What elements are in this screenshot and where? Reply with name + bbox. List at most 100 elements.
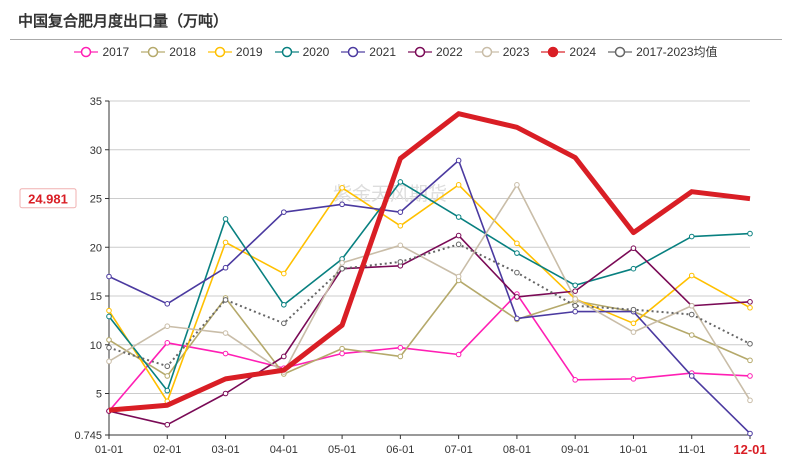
legend-label: 2019 bbox=[235, 44, 263, 59]
data-point-2022 bbox=[572, 288, 578, 294]
legend-item-2019[interactable]: 2019 bbox=[207, 43, 263, 60]
legend-item-2017-2023均值[interactable]: 2017-2023均值 bbox=[608, 43, 718, 60]
data-point-2020 bbox=[397, 179, 404, 185]
data-point-2021 bbox=[106, 273, 112, 280]
data-point-2017-2023均值 bbox=[397, 259, 404, 265]
data-point-2017-2023均值 bbox=[339, 265, 345, 272]
data-point-2018 bbox=[164, 373, 171, 379]
y-tick-label: 10 bbox=[90, 340, 102, 352]
title-divider bbox=[10, 39, 782, 40]
data-point-2018 bbox=[339, 345, 345, 352]
legend-label: 2017 bbox=[102, 44, 130, 59]
chart-title: 中国复合肥月度出口量（万吨） bbox=[18, 12, 229, 30]
x-tick-label: 08-01 bbox=[503, 444, 531, 456]
x-tick-label: 09-01 bbox=[561, 444, 589, 456]
x-highlight-label: 12-01 bbox=[733, 442, 766, 457]
data-point-2018 bbox=[747, 357, 753, 364]
data-point-2017 bbox=[222, 350, 229, 357]
data-point-2021 bbox=[164, 301, 171, 307]
data-point-2023 bbox=[339, 260, 345, 266]
legend-item-2024[interactable]: 2024 bbox=[541, 43, 596, 60]
series-line-2022 bbox=[108, 234, 751, 426]
data-point-2023 bbox=[514, 182, 520, 188]
data-point-2023 bbox=[164, 323, 171, 330]
x-tick-label: 04-01 bbox=[270, 444, 298, 456]
x-tick-label: 06-01 bbox=[386, 444, 414, 456]
data-point-2022 bbox=[164, 421, 171, 428]
legend-marker-icon bbox=[608, 46, 633, 57]
data-point-2021 bbox=[281, 209, 287, 215]
data-point-2022 bbox=[281, 353, 287, 360]
x-tick-label: 02-01 bbox=[153, 444, 181, 456]
data-point-2023 bbox=[747, 397, 753, 404]
y-tick-label: 35 bbox=[90, 96, 102, 108]
data-point-2018 bbox=[688, 332, 695, 338]
data-point-2017 bbox=[747, 373, 753, 379]
data-point-2019 bbox=[339, 184, 345, 191]
data-point-2017-2023均值 bbox=[514, 269, 520, 276]
data-point-2021 bbox=[514, 315, 520, 322]
x-tick-label: 03-01 bbox=[211, 444, 239, 456]
x-tick-label: 07-01 bbox=[445, 444, 473, 456]
series-line-2017 bbox=[108, 293, 751, 412]
data-point-2023 bbox=[688, 302, 695, 309]
legend-label: 2021 bbox=[369, 44, 396, 59]
data-point-2021 bbox=[688, 373, 695, 379]
data-point-2021 bbox=[572, 308, 578, 315]
legend-marker-icon bbox=[141, 46, 166, 57]
legend-marker-icon bbox=[274, 46, 299, 57]
data-point-2017 bbox=[572, 377, 578, 383]
data-point-2017-2023均值 bbox=[688, 311, 695, 318]
data-point-2020 bbox=[455, 214, 462, 220]
data-point-2018 bbox=[397, 353, 404, 360]
data-point-2017 bbox=[397, 344, 404, 351]
series-line-2024 bbox=[108, 111, 751, 413]
data-point-2023 bbox=[222, 330, 229, 336]
data-point-2020 bbox=[281, 301, 287, 308]
legend-label: 2017-2023均值 bbox=[636, 45, 718, 59]
x-tick-label: 11-01 bbox=[678, 444, 705, 456]
value-highlight-label: 24.981 bbox=[28, 192, 68, 207]
x-tick-label: 01-01 bbox=[95, 444, 123, 456]
legend-item-2018[interactable]: 2018 bbox=[141, 43, 196, 60]
data-point-2019 bbox=[688, 272, 695, 279]
data-point-2023 bbox=[630, 329, 637, 335]
data-point-2020 bbox=[688, 233, 695, 240]
series-line-2017-2023均值 bbox=[108, 243, 751, 368]
data-point-2017-2023均值 bbox=[106, 344, 112, 351]
legend-marker-icon bbox=[341, 46, 366, 57]
legend-item-2022[interactable]: 2022 bbox=[408, 43, 463, 60]
data-point-2021 bbox=[222, 264, 229, 271]
data-point-2020 bbox=[572, 282, 578, 289]
data-point-2023 bbox=[455, 273, 462, 280]
data-point-2020 bbox=[164, 387, 171, 394]
legend-marker-icon bbox=[541, 46, 566, 57]
legend-marker-icon bbox=[408, 46, 432, 57]
data-point-2022 bbox=[455, 232, 462, 239]
data-point-2017 bbox=[455, 351, 462, 358]
y-tick-label: 15 bbox=[90, 291, 102, 303]
data-point-2019 bbox=[397, 223, 404, 229]
data-point-2017 bbox=[164, 340, 171, 346]
series-line-2023 bbox=[108, 184, 751, 401]
legend-item-2017[interactable]: 2017 bbox=[74, 43, 129, 60]
data-point-2017-2023均值 bbox=[222, 297, 229, 303]
legend-label: 2023 bbox=[502, 44, 530, 59]
data-point-2022 bbox=[514, 294, 520, 300]
series-line-2019 bbox=[108, 184, 751, 403]
data-point-2023 bbox=[397, 242, 404, 249]
legend-label: 2022 bbox=[436, 44, 463, 59]
legend-item-2020[interactable]: 2020 bbox=[274, 43, 329, 60]
value-highlight-box bbox=[19, 188, 77, 209]
legend-label: 2024 bbox=[569, 44, 597, 59]
data-point-2020 bbox=[106, 313, 112, 320]
series-line-2020 bbox=[108, 181, 751, 392]
data-point-2020 bbox=[747, 230, 753, 237]
legend-item-2021[interactable]: 2021 bbox=[341, 43, 396, 60]
data-point-2017-2023均值 bbox=[281, 320, 287, 327]
x-tick-label: 05-01 bbox=[328, 444, 356, 456]
data-point-2017 bbox=[630, 376, 637, 382]
data-point-2022 bbox=[747, 299, 753, 305]
legend-item-2023[interactable]: 2023 bbox=[474, 43, 530, 60]
